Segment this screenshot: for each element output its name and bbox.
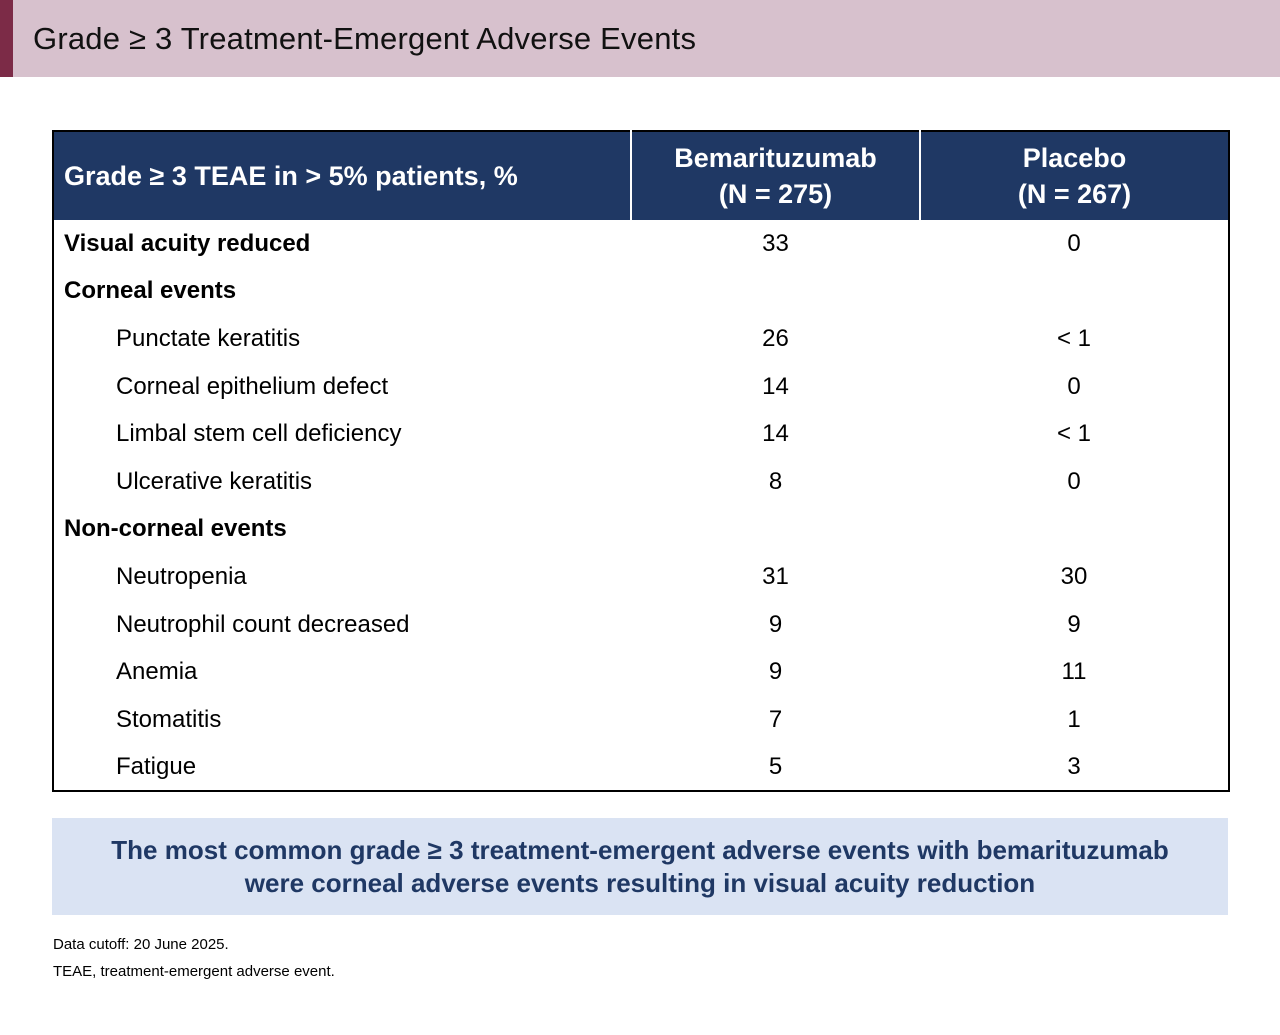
row-label: Corneal epithelium defect bbox=[116, 372, 389, 400]
row-value-bemarituzumab: 9 bbox=[768, 658, 783, 686]
table-row: Neutropenia 31 30 bbox=[53, 553, 1229, 601]
key-message-line-2: were corneal adverse events resulting in… bbox=[244, 867, 1036, 898]
key-message-box: The most common grade ≥ 3 treatment-emer… bbox=[52, 818, 1228, 915]
column-header-teae: Grade ≥ 3 TEAE in > 5% patients, % bbox=[53, 131, 631, 220]
row-value-placebo: 11 bbox=[1061, 658, 1087, 686]
row-value-placebo: < 1 bbox=[1056, 324, 1092, 352]
adverse-events-table: Grade ≥ 3 TEAE in > 5% patients, % Bemar… bbox=[52, 130, 1230, 793]
footnote-data-cutoff: Data cutoff: 20 June 2025. bbox=[53, 936, 229, 953]
table-header: Grade ≥ 3 TEAE in > 5% patients, % Bemar… bbox=[53, 131, 1229, 220]
table-header-row: Grade ≥ 3 TEAE in > 5% patients, % Bemar… bbox=[53, 131, 1229, 220]
table-row: Neutrophil count decreased 9 9 bbox=[53, 601, 1229, 649]
row-label: Non-corneal events bbox=[64, 515, 287, 543]
row-label: Ulcerative keratitis bbox=[116, 467, 313, 495]
column-header-placebo: Placebo (N = 267) bbox=[919, 131, 1229, 220]
table-row: Fatigue 5 3 bbox=[53, 744, 1229, 792]
table-row: Stomatitis 7 1 bbox=[53, 696, 1229, 744]
row-value-placebo: 3 bbox=[1067, 752, 1081, 780]
row-label: Stomatitis bbox=[116, 705, 222, 733]
table-row: Ulcerative keratitis 8 0 bbox=[53, 458, 1229, 506]
column-header-drug-name: Bemarituzumab bbox=[674, 143, 877, 173]
row-value-bemarituzumab: 33 bbox=[762, 229, 789, 257]
accent-strip bbox=[0, 0, 13, 77]
row-value-bemarituzumab: 5 bbox=[768, 752, 783, 780]
row-label: Neutropenia bbox=[116, 562, 247, 590]
table-row: Non-corneal events bbox=[53, 506, 1229, 554]
row-value-placebo: 0 bbox=[1067, 229, 1081, 257]
row-label: Limbal stem cell deficiency bbox=[116, 420, 402, 448]
row-value-bemarituzumab: 7 bbox=[768, 705, 783, 733]
row-value-bemarituzumab: 14 bbox=[762, 372, 789, 400]
row-value-placebo: 9 bbox=[1067, 610, 1081, 638]
column-header-placebo-n: (N = 267) bbox=[1017, 179, 1132, 209]
row-label: Visual acuity reduced bbox=[64, 229, 311, 257]
table-row: Corneal events bbox=[53, 268, 1229, 316]
row-label: Neutrophil count decreased bbox=[116, 610, 410, 638]
table-row: Visual acuity reduced 33 0 bbox=[53, 220, 1229, 268]
footnotes: Data cutoff: 20 June 2025. TEAE, treatme… bbox=[53, 931, 335, 985]
row-value-placebo bbox=[920, 506, 1229, 554]
row-value-bemarituzumab bbox=[631, 506, 920, 554]
row-value-bemarituzumab: 14 bbox=[762, 420, 789, 448]
row-value-placebo: < 1 bbox=[1056, 420, 1092, 448]
footnote-abbreviation: TEAE, treatment-emergent adverse event. bbox=[53, 963, 335, 980]
page-title: Grade ≥ 3 Treatment-Emergent Adverse Eve… bbox=[33, 20, 697, 56]
row-value-placebo: 0 bbox=[1067, 467, 1081, 495]
table-row: Corneal epithelium defect 14 0 bbox=[53, 363, 1229, 411]
table-row: Punctate keratitis 26 < 1 bbox=[53, 315, 1229, 363]
table-row: Limbal stem cell deficiency 14 < 1 bbox=[53, 410, 1229, 458]
table-row: Anemia 9 11 bbox=[53, 648, 1229, 696]
table-body: Visual acuity reduced 33 0 Corneal event… bbox=[53, 220, 1229, 791]
row-value-placebo: 30 bbox=[1060, 562, 1088, 590]
row-value-bemarituzumab: 9 bbox=[768, 610, 783, 638]
row-value-bemarituzumab: 26 bbox=[762, 324, 789, 352]
key-message-line-1: The most common grade ≥ 3 treatment-emer… bbox=[111, 834, 1169, 865]
row-value-bemarituzumab bbox=[631, 268, 920, 316]
row-value-bemarituzumab: 8 bbox=[768, 467, 783, 495]
row-label: Punctate keratitis bbox=[116, 324, 301, 352]
column-header-bemarituzumab: Bemarituzumab (N = 275) bbox=[630, 131, 920, 220]
column-header-placebo-name: Placebo bbox=[1022, 143, 1127, 173]
row-label: Anemia bbox=[116, 658, 198, 686]
row-label: Corneal events bbox=[64, 277, 237, 305]
row-value-placebo: 0 bbox=[1067, 372, 1081, 400]
column-header-drug-n: (N = 275) bbox=[718, 179, 833, 209]
row-value-placebo: 1 bbox=[1067, 705, 1081, 733]
row-label: Fatigue bbox=[116, 752, 197, 780]
row-value-bemarituzumab: 31 bbox=[762, 562, 789, 590]
row-value-placebo bbox=[920, 268, 1229, 316]
title-band: Grade ≥ 3 Treatment-Emergent Adverse Eve… bbox=[0, 0, 1280, 77]
